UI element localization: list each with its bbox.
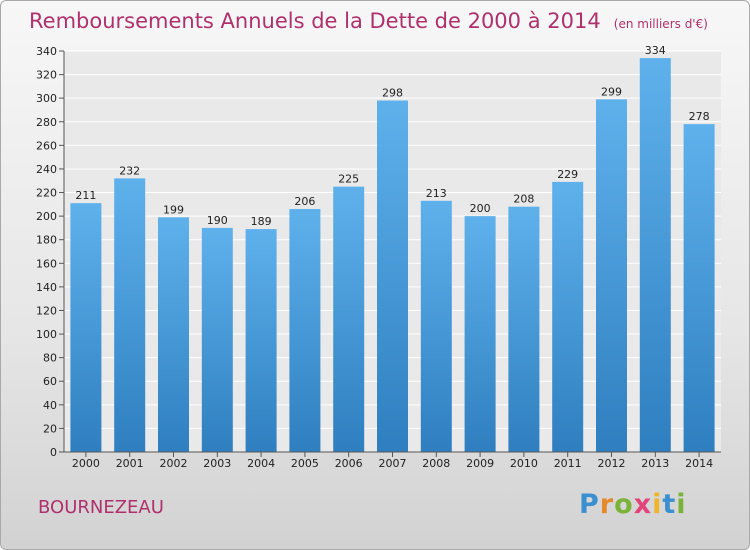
x-tick-label: 2013 (641, 457, 669, 470)
y-tick-label: 100 (36, 328, 57, 341)
value-label: 190 (207, 214, 228, 227)
value-label: 298 (382, 87, 403, 100)
bar-2002 (158, 217, 189, 452)
y-tick-label: 320 (36, 69, 57, 82)
bar-2013 (639, 58, 671, 452)
x-axis: 2000 2001 2002 2003 2004 2005 2006 2007 2008 2009… (64, 451, 721, 470)
bar-2012 (596, 99, 627, 452)
bar-2000 (70, 203, 102, 452)
y-tick-label: 180 (36, 234, 57, 247)
value-label: 299 (601, 85, 622, 98)
unit-note: (en milliers d'€) (613, 17, 708, 31)
y-tick-label: 300 (36, 92, 57, 105)
value-label: 200 (470, 202, 491, 215)
bar-2001 (114, 178, 146, 452)
y-tick-label: 120 (36, 304, 57, 317)
commune-name: BOURNEZEAU (38, 497, 164, 518)
bar-2005 (289, 209, 321, 452)
value-label: 211 (75, 189, 96, 202)
y-tick-label: 0 (50, 446, 57, 459)
bar-2003 (201, 227, 233, 452)
value-label: 189 (251, 215, 272, 228)
value-label: 278 (689, 110, 710, 123)
chart-title: Remboursements Annuels de la Dette de 20… (29, 9, 601, 33)
y-tick-label: 200 (36, 210, 57, 223)
logo-letter: r (599, 489, 615, 520)
title-row: Remboursements Annuels de la Dette de 20… (29, 9, 708, 33)
logo-letter: x (633, 489, 653, 520)
logo-letter: i (676, 489, 687, 520)
value-label: 208 (513, 193, 534, 206)
x-tick-label: 2003 (203, 457, 231, 470)
y-tick-label: 140 (36, 281, 57, 294)
y-axis: 0 20 40 60 80 100 120 140 160 180 200 220 240 260 280 3… (36, 45, 65, 459)
x-tick-label: 2010 (510, 457, 538, 470)
value-label: 213 (426, 187, 447, 200)
value-label: 225 (338, 173, 359, 186)
bar-2008 (420, 200, 452, 452)
bar-2004 (245, 229, 277, 452)
x-tick-label: 2004 (247, 457, 275, 470)
bar-2011 (552, 181, 584, 452)
x-tick-label: 2014 (685, 457, 713, 470)
x-tick-label: 2000 (72, 457, 100, 470)
value-label: 334 (645, 44, 666, 57)
y-tick-label: 160 (36, 257, 57, 270)
x-tick-label: 2011 (554, 457, 582, 470)
logo-letter: t (662, 489, 677, 520)
value-label: 229 (557, 168, 578, 181)
x-tick-label: 2007 (379, 457, 407, 470)
y-tick-label: 20 (43, 422, 57, 435)
y-tick-label: 40 (43, 399, 57, 412)
y-tick-label: 340 (36, 45, 57, 58)
value-label: 206 (294, 195, 315, 208)
x-tick-label: 2009 (466, 457, 494, 470)
x-tick-label: 2012 (598, 457, 626, 470)
bar-2006 (333, 186, 365, 452)
y-tick-label: 260 (36, 139, 57, 152)
y-tick-label: 280 (36, 116, 57, 129)
x-tick-label: 2005 (291, 457, 319, 470)
y-tick-label: 240 (36, 163, 57, 176)
bar-2014 (683, 124, 715, 452)
logo-letter: i (652, 489, 663, 520)
x-tick-label: 2008 (422, 457, 450, 470)
x-tick-label: 2002 (160, 457, 188, 470)
x-tick-label: 2006 (335, 457, 363, 470)
bar-2009 (464, 216, 496, 452)
y-tick-label: 60 (43, 375, 57, 388)
x-tick-label: 2001 (116, 457, 144, 470)
value-label: 232 (119, 164, 140, 177)
bars: 211 232 199 190 189 206 225 298 213 200 208 229 299 3… (70, 44, 715, 453)
logo-letter: o (614, 489, 634, 520)
bar-2007 (377, 100, 408, 453)
y-tick-label: 220 (36, 187, 57, 200)
bar-2010 (508, 206, 540, 452)
logo-letter: P (579, 489, 600, 520)
y-tick-label: 80 (43, 352, 57, 365)
value-label: 199 (163, 203, 184, 216)
proxiti-logo: Proxiti (579, 489, 687, 520)
